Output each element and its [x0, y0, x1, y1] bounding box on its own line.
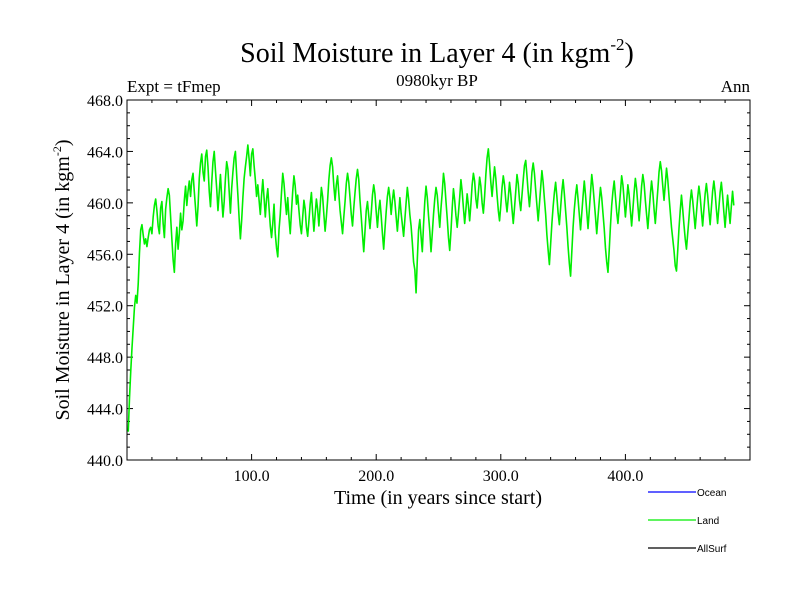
subtitle-center: 0980kyr BP [396, 71, 478, 90]
y-tick-label: 456.0 [87, 247, 123, 264]
legend: Ocean Land AllSurf [648, 488, 727, 555]
x-axis-label: Time (in years since start) [334, 487, 542, 509]
series-group [127, 144, 735, 432]
subtitle-right: Ann [721, 77, 751, 96]
legend-label-land: Land [697, 516, 719, 527]
plot-frame [126, 99, 751, 461]
chart-title-superscript: -2 [610, 35, 624, 54]
series-line-land [127, 144, 735, 432]
x-tick-label: 400.0 [607, 468, 643, 485]
x-tick-label: 200.0 [358, 468, 394, 485]
y-tick-label: 448.0 [87, 350, 123, 367]
chart-title-end: ) [625, 38, 634, 69]
y-axis-label-end: ) [52, 139, 74, 146]
y-tick-label: 452.0 [87, 299, 123, 316]
legend-label-ocean: Ocean [697, 488, 726, 499]
y-axis-label-main: Soil Moisture in Layer 4 (in kgm [52, 156, 74, 421]
legend-label-allsurf: AllSurf [697, 544, 727, 555]
x-axis: 100.0 200.0 300.0 400.0 [151, 100, 726, 485]
y-axis-label-superscript: -2 [50, 146, 64, 156]
x-tick-label: 300.0 [483, 468, 519, 485]
subtitle-left: Expt = tFmep [127, 77, 221, 96]
y-tick-label: 460.0 [87, 196, 123, 213]
y-tick-label: 464.0 [87, 144, 123, 161]
chart-title-main: Soil Moisture in Layer 4 (in kgm [240, 38, 610, 69]
y-axis: 440.0 444.0 448.0 452.0 456.0 460.0 464.0 468.0 [87, 93, 750, 470]
y-tick-label: 444.0 [87, 402, 123, 419]
chart-title: Soil Moisture in Layer 4 (in kgm-2) [240, 35, 634, 69]
y-axis-label: Soil Moisture in Layer 4 (in kgm-2) [50, 139, 74, 420]
y-tick-label: 440.0 [87, 453, 123, 470]
y-tick-label: 468.0 [87, 93, 123, 110]
x-tick-label: 100.0 [234, 468, 270, 485]
